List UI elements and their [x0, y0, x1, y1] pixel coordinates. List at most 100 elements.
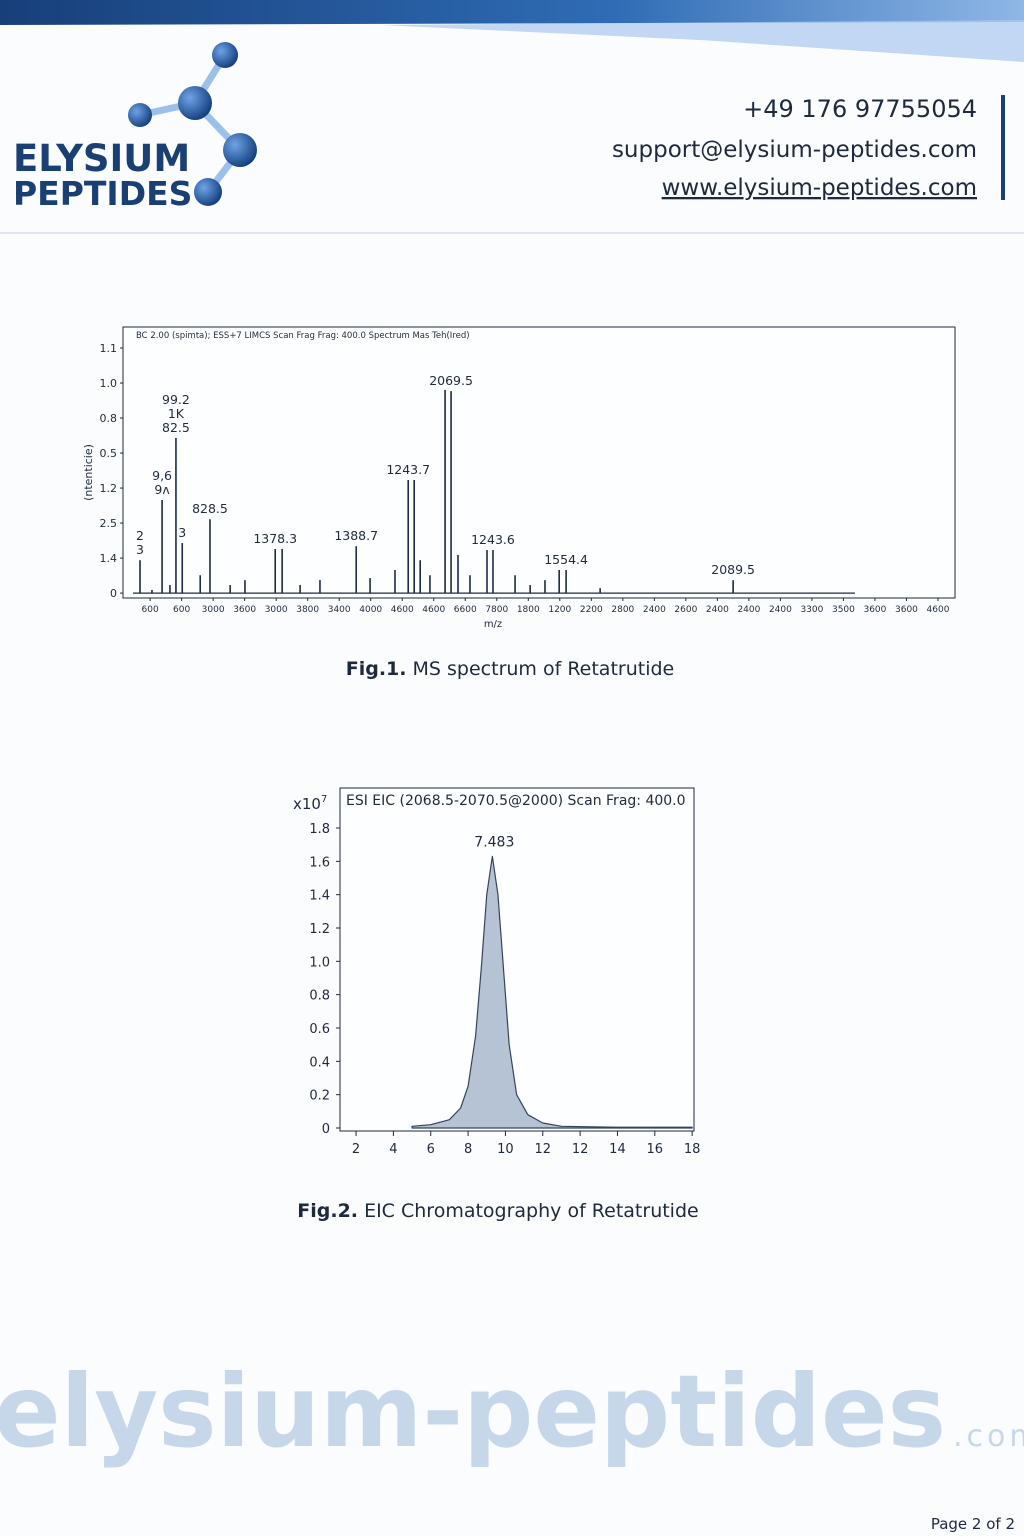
y-tick-label: 0.8 [100, 412, 118, 425]
x-tick-label: 2600 [674, 605, 697, 615]
peak-label: 99.2 [162, 392, 190, 407]
x-tick-label: 16 [647, 1142, 664, 1157]
x-tick-label: 4600 [391, 605, 414, 615]
x-tick-label: 12 [534, 1142, 551, 1157]
caption-text: MS spectrum of Retatrutide [413, 658, 675, 680]
logo-molecule [128, 42, 257, 206]
x-tick-label: 2400 [737, 605, 760, 615]
watermark: elysium-peptides [0, 1353, 946, 1470]
peak-label: 1243.6 [471, 532, 515, 547]
y-tick-label: 1.6 [309, 855, 330, 870]
x-tick-label: 8 [464, 1142, 472, 1157]
x-tick-label: 3000 [202, 605, 225, 615]
x-tick-label: 600 [142, 605, 159, 615]
x-tick-label: 6 [427, 1142, 435, 1157]
y-tick-label: 0.2 [309, 1089, 330, 1104]
x-tick-label: 4600 [422, 605, 445, 615]
page-number: Page 2 of 2 [931, 1515, 1015, 1533]
logo-line2: PEPTIDES [13, 174, 192, 213]
peak-label: 9ʌ [154, 482, 170, 497]
y-scale-base: x10 [293, 795, 321, 813]
x-tick-label: 3300 [800, 605, 823, 615]
x-tick-label: 12 [572, 1142, 589, 1157]
y-tick-label: 0 [110, 587, 117, 600]
x-tick-label: 3600 [895, 605, 918, 615]
y-tick-label: 0.5 [100, 447, 118, 460]
y-tick-label: 1.0 [309, 955, 330, 970]
x-tick-label: 1200 [548, 605, 571, 615]
peak-label: 1554.4 [544, 552, 588, 567]
y-tick-label: 0.8 [309, 989, 330, 1004]
logo-line1: ELYSIUM [13, 137, 190, 180]
x-tick-label: 3000 [265, 605, 288, 615]
peak-label: 2 [136, 528, 144, 543]
x-tick-label: 6600 [454, 605, 477, 615]
y-scale-exponent: 7 [321, 794, 327, 805]
peak-label: 828.5 [192, 501, 228, 516]
x-tick-label: 3500 [832, 605, 855, 615]
peak-label: 2069.5 [429, 373, 473, 388]
peak-label: 7.483 [474, 834, 514, 850]
y-axis-label: (ntenticie) [82, 444, 95, 501]
top-band [0, 0, 1024, 25]
y-tick-label: 0.4 [309, 1055, 330, 1070]
peak-label: 1K [168, 406, 185, 421]
caption: Fig.2. EIC Chromatography of Retatrutide [297, 1200, 698, 1222]
x-tick-label: 4600 [927, 605, 950, 615]
x-tick-label: 2400 [769, 605, 792, 615]
y-tick-label: 1.4 [309, 889, 330, 904]
caption: Fig.1. MS spectrum of Retatrutide [346, 658, 675, 680]
y-scale: x107 [293, 794, 327, 813]
plot-frame [339, 787, 695, 1132]
plot-frame [122, 326, 956, 599]
x-tick-label: 7800 [485, 605, 508, 615]
phone: +49 176 97755054 [743, 95, 977, 123]
x-tick-label: 4 [389, 1142, 397, 1157]
x-tick-label: 2200 [580, 605, 603, 615]
peak-label: 1378.3 [253, 531, 297, 546]
y-tick-label: 1.1 [100, 342, 118, 355]
peak-label: 9,6 [152, 468, 172, 483]
y-tick-label: 1.4 [100, 552, 118, 565]
x-axis-label: m/z [484, 619, 502, 630]
x-tick-label: 3600 [863, 605, 886, 615]
y-tick-label: 2.5 [100, 517, 118, 530]
x-tick-label: 10 [497, 1142, 514, 1157]
y-tick-label: 1.2 [309, 922, 330, 937]
caption-text: EIC Chromatography of Retatrutide [364, 1200, 699, 1222]
chart-title: ESI EIC (2068.5-2070.5@2000) Scan Frag: … [346, 793, 686, 809]
header-bar [1001, 95, 1005, 200]
x-tick-label: 3800 [296, 605, 319, 615]
caption-label: Fig.2. [297, 1200, 358, 1222]
y-tick-label: 0.6 [309, 1022, 330, 1037]
peak-label: 82.5 [162, 420, 190, 435]
x-tick-label: 18 [684, 1142, 701, 1157]
caption-label: Fig.1. [346, 658, 407, 680]
x-tick-label: 600 [173, 605, 190, 615]
x-tick-label: 1800 [517, 605, 540, 615]
peak-label: 3 [178, 525, 186, 540]
website[interactable]: www.elysium-peptides.com [662, 175, 977, 201]
x-tick-label: 2400 [706, 605, 729, 615]
x-tick-label: 2400 [643, 605, 666, 615]
peak-label: 1388.7 [334, 528, 378, 543]
y-tick-label: 1.8 [309, 822, 330, 837]
y-tick-label: 0 [322, 1122, 330, 1137]
y-tick-label: 1.2 [100, 482, 118, 495]
x-tick-label: 3400 [328, 605, 351, 615]
x-tick-label: 3600 [233, 605, 256, 615]
peak-label: 3 [136, 542, 144, 557]
x-tick-label: 14 [609, 1142, 626, 1157]
watermark-suffix: .com [953, 1419, 1024, 1454]
chart-title: BC 2.00 (spimta); ESS+7 LIMCS Scan Frag … [136, 331, 470, 341]
y-tick-label: 1.0 [100, 377, 118, 390]
peak-label: 1243.7 [386, 462, 430, 477]
email[interactable]: support@elysium-peptides.com [612, 137, 977, 163]
peak-label: 2089.5 [711, 562, 755, 577]
peak-area [411, 855, 693, 1129]
x-tick-label: 4000 [359, 605, 382, 615]
x-tick-label: 2 [352, 1142, 360, 1157]
top-band-accent [380, 20, 1024, 62]
